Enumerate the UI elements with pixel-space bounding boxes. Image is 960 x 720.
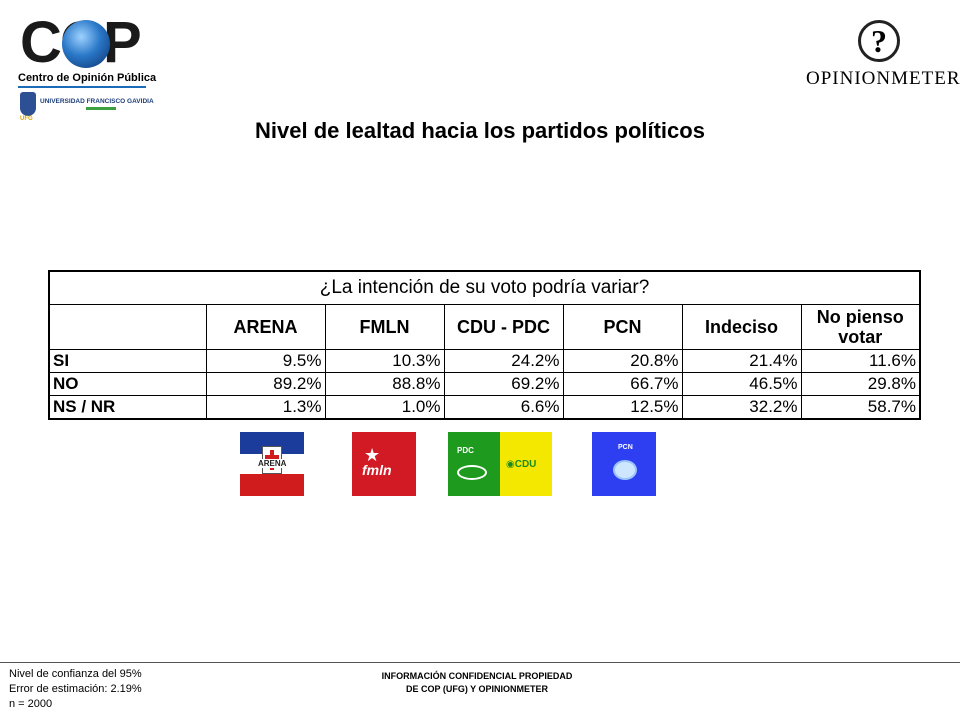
column-header: CDU - PDC bbox=[443, 304, 564, 350]
table-cell: 1.3% bbox=[205, 395, 326, 420]
arena-logo: ARENA bbox=[240, 432, 304, 496]
table-cell: 9.5% bbox=[205, 349, 326, 373]
table-cell: 66.7% bbox=[562, 372, 683, 396]
pcn-logo: PCN bbox=[592, 432, 656, 496]
column-header: FMLN bbox=[324, 304, 445, 350]
footer-confidence: Nivel de confianza del 95% bbox=[9, 668, 142, 680]
table-question: ¿La intención de su voto podría variar? bbox=[48, 270, 921, 305]
fmln-logo: ★ fmln bbox=[352, 432, 416, 496]
table-cell: 89.2% bbox=[205, 372, 326, 396]
table-row: NO 89.2% 88.8% 69.2% 66.7% 46.5% 29.8% bbox=[48, 372, 921, 396]
ufg-seal-icon bbox=[20, 92, 36, 116]
opinionmeter-word: OPINIONMETER bbox=[806, 68, 960, 89]
table-cell: 10.3% bbox=[324, 349, 445, 373]
ufg-divider bbox=[86, 107, 116, 110]
row-label: NO bbox=[48, 372, 207, 396]
footer-confidential: INFORMACIÓN CONFIDENCIAL PROPIEDAD DE CO… bbox=[300, 670, 654, 696]
opinionmeter-logo: ? OPINIONMETER bbox=[800, 20, 960, 100]
pdc-logo-label: PDC bbox=[457, 446, 474, 455]
table-cell: 12.5% bbox=[562, 395, 683, 420]
column-header: Indeciso bbox=[681, 304, 802, 350]
row-label: SI bbox=[48, 349, 207, 373]
header-empty-cell bbox=[48, 304, 207, 350]
loyalty-table: ¿La intención de su voto podría variar? … bbox=[48, 270, 921, 420]
table-cell: 58.7% bbox=[800, 395, 921, 420]
ufg-university-name: UNIVERSIDAD FRANCISCO GAVIDIA bbox=[40, 98, 154, 105]
cop-logo-subtitle: Centro de Opinión Pública bbox=[18, 72, 157, 84]
question-mark-icon: ? bbox=[858, 20, 900, 62]
globe-icon bbox=[62, 20, 110, 68]
table-cell: 69.2% bbox=[443, 372, 564, 396]
table-cell: 20.8% bbox=[562, 349, 683, 373]
column-header: PCN bbox=[562, 304, 683, 350]
table-cell: 32.2% bbox=[681, 395, 802, 420]
table-cell: 21.4% bbox=[681, 349, 802, 373]
column-header: ARENA bbox=[205, 304, 326, 350]
pdc-logo: PDC bbox=[448, 432, 500, 496]
footer-error: Error de estimación: 2.19% bbox=[9, 683, 142, 695]
table-row: SI 9.5% 10.3% 24.2% 20.8% 21.4% 11.6% bbox=[48, 349, 921, 373]
cop-logo: COP Centro de Opinión Pública UNIVERSIDA… bbox=[14, 10, 164, 122]
footer-confidential-line: INFORMACIÓN CONFIDENCIAL PROPIEDAD bbox=[381, 671, 573, 681]
star-icon: ★ bbox=[364, 445, 381, 465]
table-cell: 46.5% bbox=[681, 372, 802, 396]
footer-methodology: Nivel de confianza del 95% Error de esti… bbox=[9, 667, 142, 712]
column-header: No pienso votar bbox=[800, 304, 921, 350]
emblem-icon bbox=[613, 460, 637, 480]
table-cell: 11.6% bbox=[800, 349, 921, 373]
table-cell: 1.0% bbox=[324, 395, 445, 420]
fish-icon bbox=[457, 465, 487, 480]
cdu-logo: ◉CDU bbox=[500, 432, 552, 496]
footer-sample-size: n = 2000 bbox=[9, 698, 53, 710]
table-cell: 6.6% bbox=[443, 395, 564, 420]
footer-confidential-line: DE COP (UFG) Y OPINIONMETER bbox=[405, 684, 549, 694]
pcn-logo-label: PCN bbox=[618, 444, 633, 451]
cdu-logo-label: ◉CDU bbox=[506, 459, 537, 470]
cop-logo-divider bbox=[18, 86, 146, 88]
arena-logo-label: ARENA bbox=[257, 459, 288, 468]
fmln-logo-label: fmln bbox=[362, 462, 392, 478]
ufg-tag: UFG bbox=[20, 116, 33, 122]
page-title: Nivel de lealtad hacia los partidos polí… bbox=[255, 118, 705, 143]
table-cell: 88.8% bbox=[324, 372, 445, 396]
row-label: NS / NR bbox=[48, 395, 207, 420]
footer-divider bbox=[0, 662, 960, 663]
table-row: NS / NR 1.3% 1.0% 6.6% 12.5% 32.2% 58.7% bbox=[48, 395, 921, 420]
table-cell: 24.2% bbox=[443, 349, 564, 373]
table-cell: 29.8% bbox=[800, 372, 921, 396]
